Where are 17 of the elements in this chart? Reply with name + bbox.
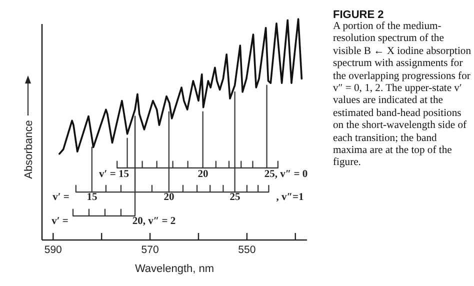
annotation: v′ =	[52, 192, 70, 203]
annotation: 15	[86, 192, 98, 203]
annotation: 20	[198, 169, 208, 180]
x-tick-label: 570	[141, 244, 159, 256]
annotation: v′ =	[52, 216, 68, 227]
annotation: 25, v″ = 0	[264, 169, 308, 180]
x-axis-title: Wavelength, nm	[134, 263, 214, 275]
x-tick-label: 550	[238, 244, 256, 256]
annotation: v′ = 15	[99, 169, 129, 180]
y-axis-title: Absorbance	[23, 120, 35, 179]
annotation: , v″=1	[276, 192, 304, 203]
annotation: 25	[230, 192, 240, 203]
text: FIGURE 2	[333, 9, 384, 21]
annotation: 20	[164, 192, 174, 203]
annotation: 20, v″ = 2	[132, 216, 176, 227]
text: A portion of the medium-resolution spectrum of the visible B ← X iodine absorption spectrum with assignments for the overlapping progressions for v″ = 0, 1, 2. The upper-state v′ values are indicated at the estimated band-head positions on the short-wavelength side of each transition; the band maxima are at the top of the figure.	[333, 21, 472, 168]
x-tick-label: 590	[44, 244, 62, 256]
